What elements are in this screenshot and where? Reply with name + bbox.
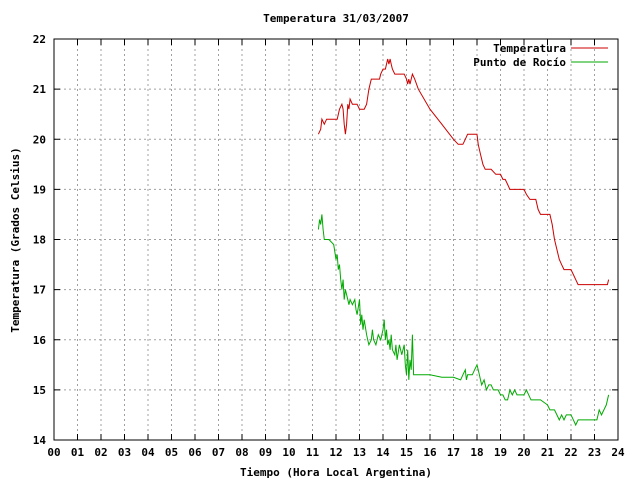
- series-lines: [317, 58, 610, 427]
- x-tick-label: 11: [306, 446, 320, 459]
- plot-frame: [53, 38, 619, 441]
- grid-lines: [54, 39, 618, 440]
- x-tick-label: 14: [376, 446, 390, 459]
- x-tick-label: 16: [423, 446, 437, 459]
- series-line-punto-de-rocio: [317, 214, 610, 427]
- legend-label-temperatura: Temperatura: [493, 42, 566, 55]
- x-tick-label: 05: [165, 446, 178, 459]
- x-tick-label: 09: [259, 446, 272, 459]
- x-tick-label: 21: [541, 446, 555, 459]
- x-tick-label: 22: [564, 446, 577, 459]
- y-tick-label: 16: [33, 334, 47, 347]
- x-tick-label: 24: [611, 446, 625, 459]
- x-tick-label: 04: [141, 446, 155, 459]
- legend: Temperatura Punto de Rocío: [473, 42, 608, 69]
- y-tick-label: 14: [33, 434, 47, 447]
- x-tick-label: 01: [71, 446, 85, 459]
- chart-title: Temperatura 31/03/2007: [263, 12, 409, 25]
- y-tick-label: 17: [33, 284, 46, 297]
- x-tick-labels: 00 01 02 03 04 05 06 07 08 09 10 11 12 13 14 15 16 17 18 19…: [47, 446, 625, 459]
- x-axis-label: Tiempo (Hora Local Argentina): [240, 466, 432, 479]
- x-tick-label: 17: [447, 446, 460, 459]
- series-line-temperatura: [317, 58, 610, 286]
- x-tick-label: 06: [188, 446, 202, 459]
- y-axis-label: Temperatura (Grados Celsius): [9, 147, 22, 332]
- x-tick-label: 13: [353, 446, 366, 459]
- y-tick-label: 20: [33, 133, 46, 146]
- x-tick-label: 15: [400, 446, 413, 459]
- axis-ticks: [53, 38, 619, 441]
- legend-label-punto-de-rocio: Punto de Rocío: [473, 56, 566, 69]
- x-tick-label: 00: [47, 446, 60, 459]
- y-tick-label: 19: [33, 183, 46, 196]
- x-tick-label: 23: [588, 446, 601, 459]
- y-tick-labels: 14 15 16 17 18 19 20 21 22: [33, 33, 47, 447]
- x-tick-label: 07: [212, 446, 225, 459]
- y-tick-label: 22: [33, 33, 46, 46]
- x-tick-label: 20: [517, 446, 530, 459]
- x-tick-label: 02: [94, 446, 107, 459]
- y-tick-label: 21: [33, 83, 47, 96]
- x-tick-label: 12: [329, 446, 342, 459]
- x-tick-label: 03: [118, 446, 131, 459]
- y-tick-label: 18: [33, 234, 46, 247]
- x-tick-label: 18: [470, 446, 483, 459]
- y-tick-label: 15: [33, 384, 46, 397]
- x-tick-label: 10: [282, 446, 295, 459]
- x-tick-label: 08: [235, 446, 248, 459]
- x-tick-label: 19: [494, 446, 507, 459]
